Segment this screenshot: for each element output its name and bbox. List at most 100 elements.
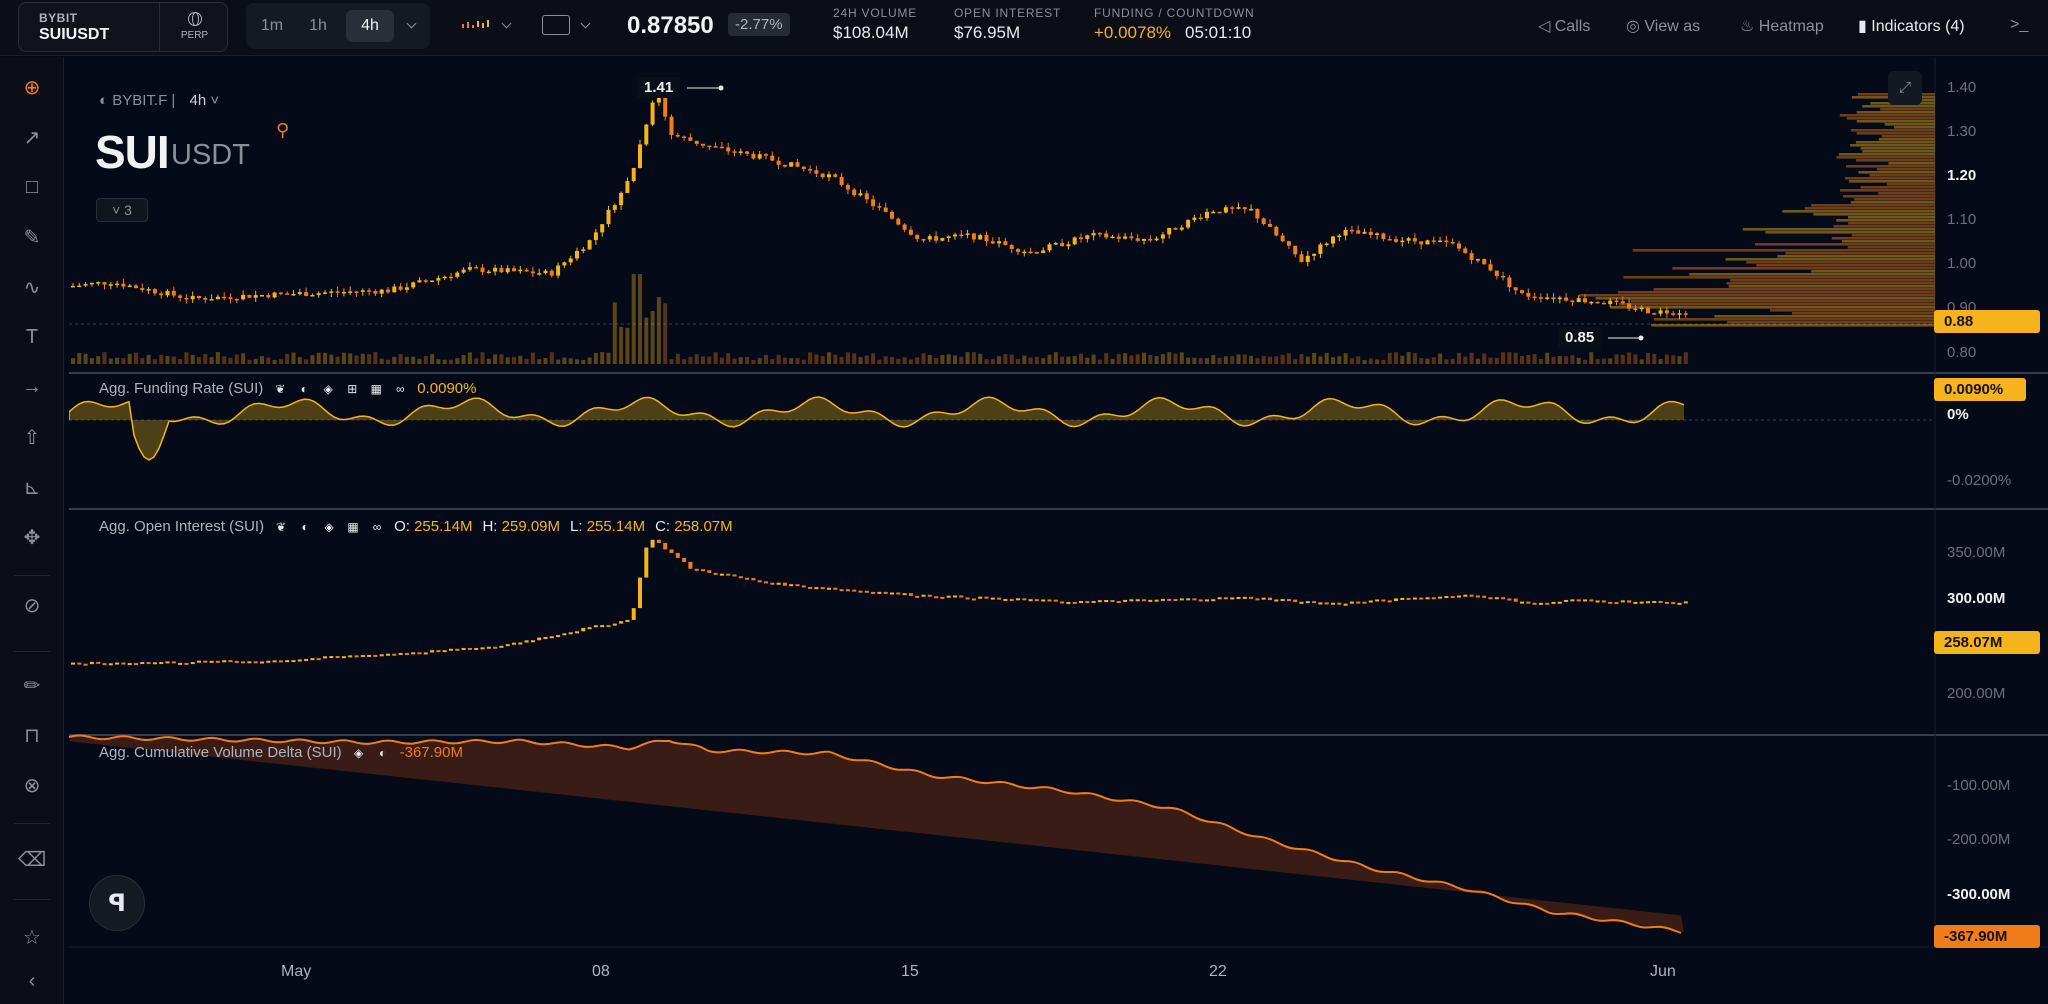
candle-body [96,282,101,284]
oi-axis-label: 350.00M [1947,544,2006,561]
binance-icon: ◈ [353,745,364,760]
pencil-icon[interactable]: ✏ [23,674,41,697]
terminal-button[interactable]: >_ [2010,16,2029,33]
oi-candle [1097,600,1102,603]
pin-icon[interactable]: ⚲ [276,120,290,140]
candle-body [1639,307,1644,310]
trash-icon[interactable]: ⌫ [17,848,47,871]
symbol-selector[interactable]: BYBIT SUIUSDT PERP [18,2,228,52]
expand-icon[interactable]: ⤢ [1888,71,1922,105]
volume-bar [1356,356,1361,364]
candle-body [1356,230,1361,234]
candle-body [474,267,479,269]
candle-body [915,234,920,240]
candle-body [650,102,655,125]
eye-off-icon[interactable]: ⊗ [23,774,41,797]
chevron-down-icon[interactable] [580,18,591,29]
move-icon[interactable]: ✥ [23,526,41,549]
legend-timeframe[interactable]: 4h [189,92,207,109]
volume-bar [1431,357,1436,364]
oi-candle [1564,599,1569,602]
layout-icon[interactable] [542,15,570,35]
measure-icon[interactable]: ⊾ [23,476,41,499]
oi-candle [461,647,466,650]
source-separator: | [171,92,176,109]
ruler-icon[interactable]: ⊘ [23,594,41,617]
candle-body [1469,253,1474,261]
oi-candle [467,647,472,650]
exchange-icon: ⊞ [347,381,358,396]
candle-body [940,238,945,241]
oi-candle [1041,599,1046,602]
app-logo-button[interactable]: ꟼ [89,875,145,931]
oi-candle [795,584,800,587]
chart-type-icon[interactable] [460,18,496,32]
text-icon[interactable]: T [25,325,39,348]
candle-body [946,236,951,239]
upload-icon[interactable]: ⇧ [23,426,41,449]
tf-1h[interactable]: 1h [309,17,327,34]
chevron-down-icon[interactable] [406,18,417,29]
arrow-icon[interactable]: → [22,375,42,398]
volume-bar [430,354,435,364]
megaphone-icon: ◁ [1538,18,1555,35]
oi-candle [871,591,876,594]
oi-candle [801,585,806,588]
oi-tag: 258.07M [1934,631,2040,654]
candle-body [115,283,120,286]
chevron-down-icon[interactable] [501,18,512,29]
volume-bar [1601,358,1606,364]
current-price-tag: 0.88 [1934,310,2040,333]
oi-candle [304,658,309,661]
crosshair-icon[interactable]: ⊕ [23,76,41,99]
volume-bar [386,359,390,364]
chart-canvas[interactable] [69,57,2048,1004]
volume-bar [1028,357,1033,364]
view-as-button[interactable]: ◎ View as [1626,16,1700,36]
candle-body [140,288,145,291]
heatmap-button[interactable]: ♨ Heatmap [1740,16,1824,36]
oi-candle [1683,601,1688,604]
chevron-down-icon[interactable]: ˅ [206,92,220,109]
contract-type[interactable]: PERP [159,3,229,51]
oi-candle [751,578,756,581]
candle-body [593,232,598,241]
volume-bar [764,354,768,364]
volume-bar [127,353,132,364]
calls-button[interactable]: ◁ Calls [1538,16,1590,36]
trendline-icon[interactable]: ↗ [23,126,41,149]
oi-candle [222,660,227,663]
indicators-button[interactable]: ▮ Indicators (4) [1858,16,1965,36]
oi-legend[interactable]: Agg. Open Interest (SUI) ❦ ◐ ◈ ▦ ∞ O: 25… [99,518,733,535]
rectangle-icon[interactable]: □ [25,175,39,198]
profile-bar [1811,270,1935,273]
candle-body [1671,313,1676,315]
profile-bar [1894,126,1935,129]
tf-4h[interactable]: 4h [346,10,394,42]
candle-body [234,299,239,301]
price-axis-label: 0.80 [1947,344,1977,361]
brush-icon[interactable]: ✎ [23,226,41,249]
collapse-icon[interactable]: ‹ [28,969,36,992]
chart-legend[interactable]: ◐ BYBIT.F | 4h ˅ [99,92,219,109]
volume-bar [549,352,554,364]
lock-icon[interactable]: ⊓ [24,724,40,747]
cvd-legend[interactable]: Agg. Cumulative Volume Delta (SUI) ◈ ◐ -… [99,744,463,761]
oi-low-label: L: [570,518,583,535]
profile-bar [1653,318,1935,321]
globe-icon [187,12,202,26]
volume-bar [1041,358,1046,364]
oi-candle [486,646,491,649]
oi-candle [530,640,535,643]
oi-candle [89,661,94,665]
profile-bar [1833,225,1935,228]
volume-bar [877,359,882,364]
wave-icon[interactable]: ∿ [23,276,41,299]
star-icon[interactable]: ☆ [23,926,41,949]
oi-candle [1677,602,1682,605]
collapsed-indicators[interactable]: ˅ 3 [96,198,148,222]
tf-1m[interactable]: 1m [260,17,284,34]
funding-legend[interactable]: Agg. Funding Rate (SUI) ❦ ◐ ◈ ⊞ ▦ ∞ 0.00… [99,380,476,397]
chart-area[interactable]: ◐ BYBIT.F | 4h ˅ SUI USDT ⚲ ˅ 3 ⤢ 1.41 0… [69,57,2048,1004]
volume-bar [1494,357,1499,364]
